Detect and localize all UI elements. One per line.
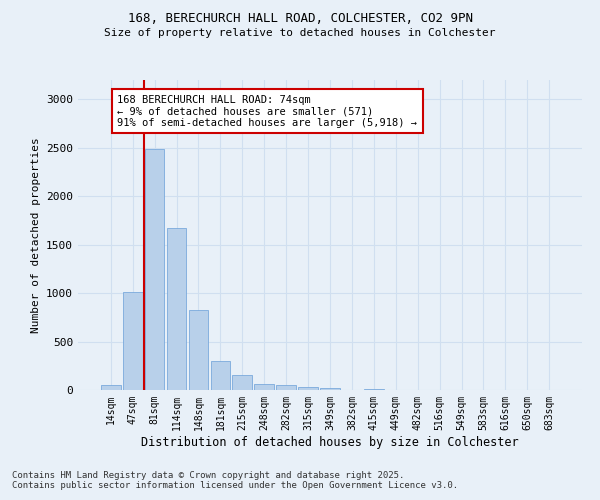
Bar (167, 228, 187, 390)
Text: 168 BERECHURCH HALL ROAD: 74sqm
← 9% of detached houses are smaller (571)
91% of: 168 BERECHURCH HALL ROAD: 74sqm ← 9% of … (118, 94, 418, 128)
Bar (123, 292, 143, 390)
Bar (364, 388, 384, 390)
Bar (320, 388, 340, 390)
Bar (211, 361, 230, 390)
Bar (276, 384, 296, 390)
Bar (298, 386, 318, 390)
Text: Size of property relative to detached houses in Colchester: Size of property relative to detached ho… (104, 28, 496, 38)
Bar (232, 376, 252, 390)
Text: 168, BERECHURCH HALL ROAD, COLCHESTER, CO2 9PN: 168, BERECHURCH HALL ROAD, COLCHESTER, C… (128, 12, 473, 26)
Text: Contains HM Land Registry data © Crown copyright and database right 2025.
Contai: Contains HM Land Registry data © Crown c… (12, 470, 458, 490)
X-axis label: Distribution of detached houses by size in Colchester: Distribution of detached houses by size … (141, 436, 519, 448)
Bar (101, 385, 121, 390)
Y-axis label: Number of detached properties: Number of detached properties (31, 137, 41, 333)
Bar (145, 149, 164, 390)
Bar (254, 384, 274, 390)
Bar (188, 310, 208, 390)
